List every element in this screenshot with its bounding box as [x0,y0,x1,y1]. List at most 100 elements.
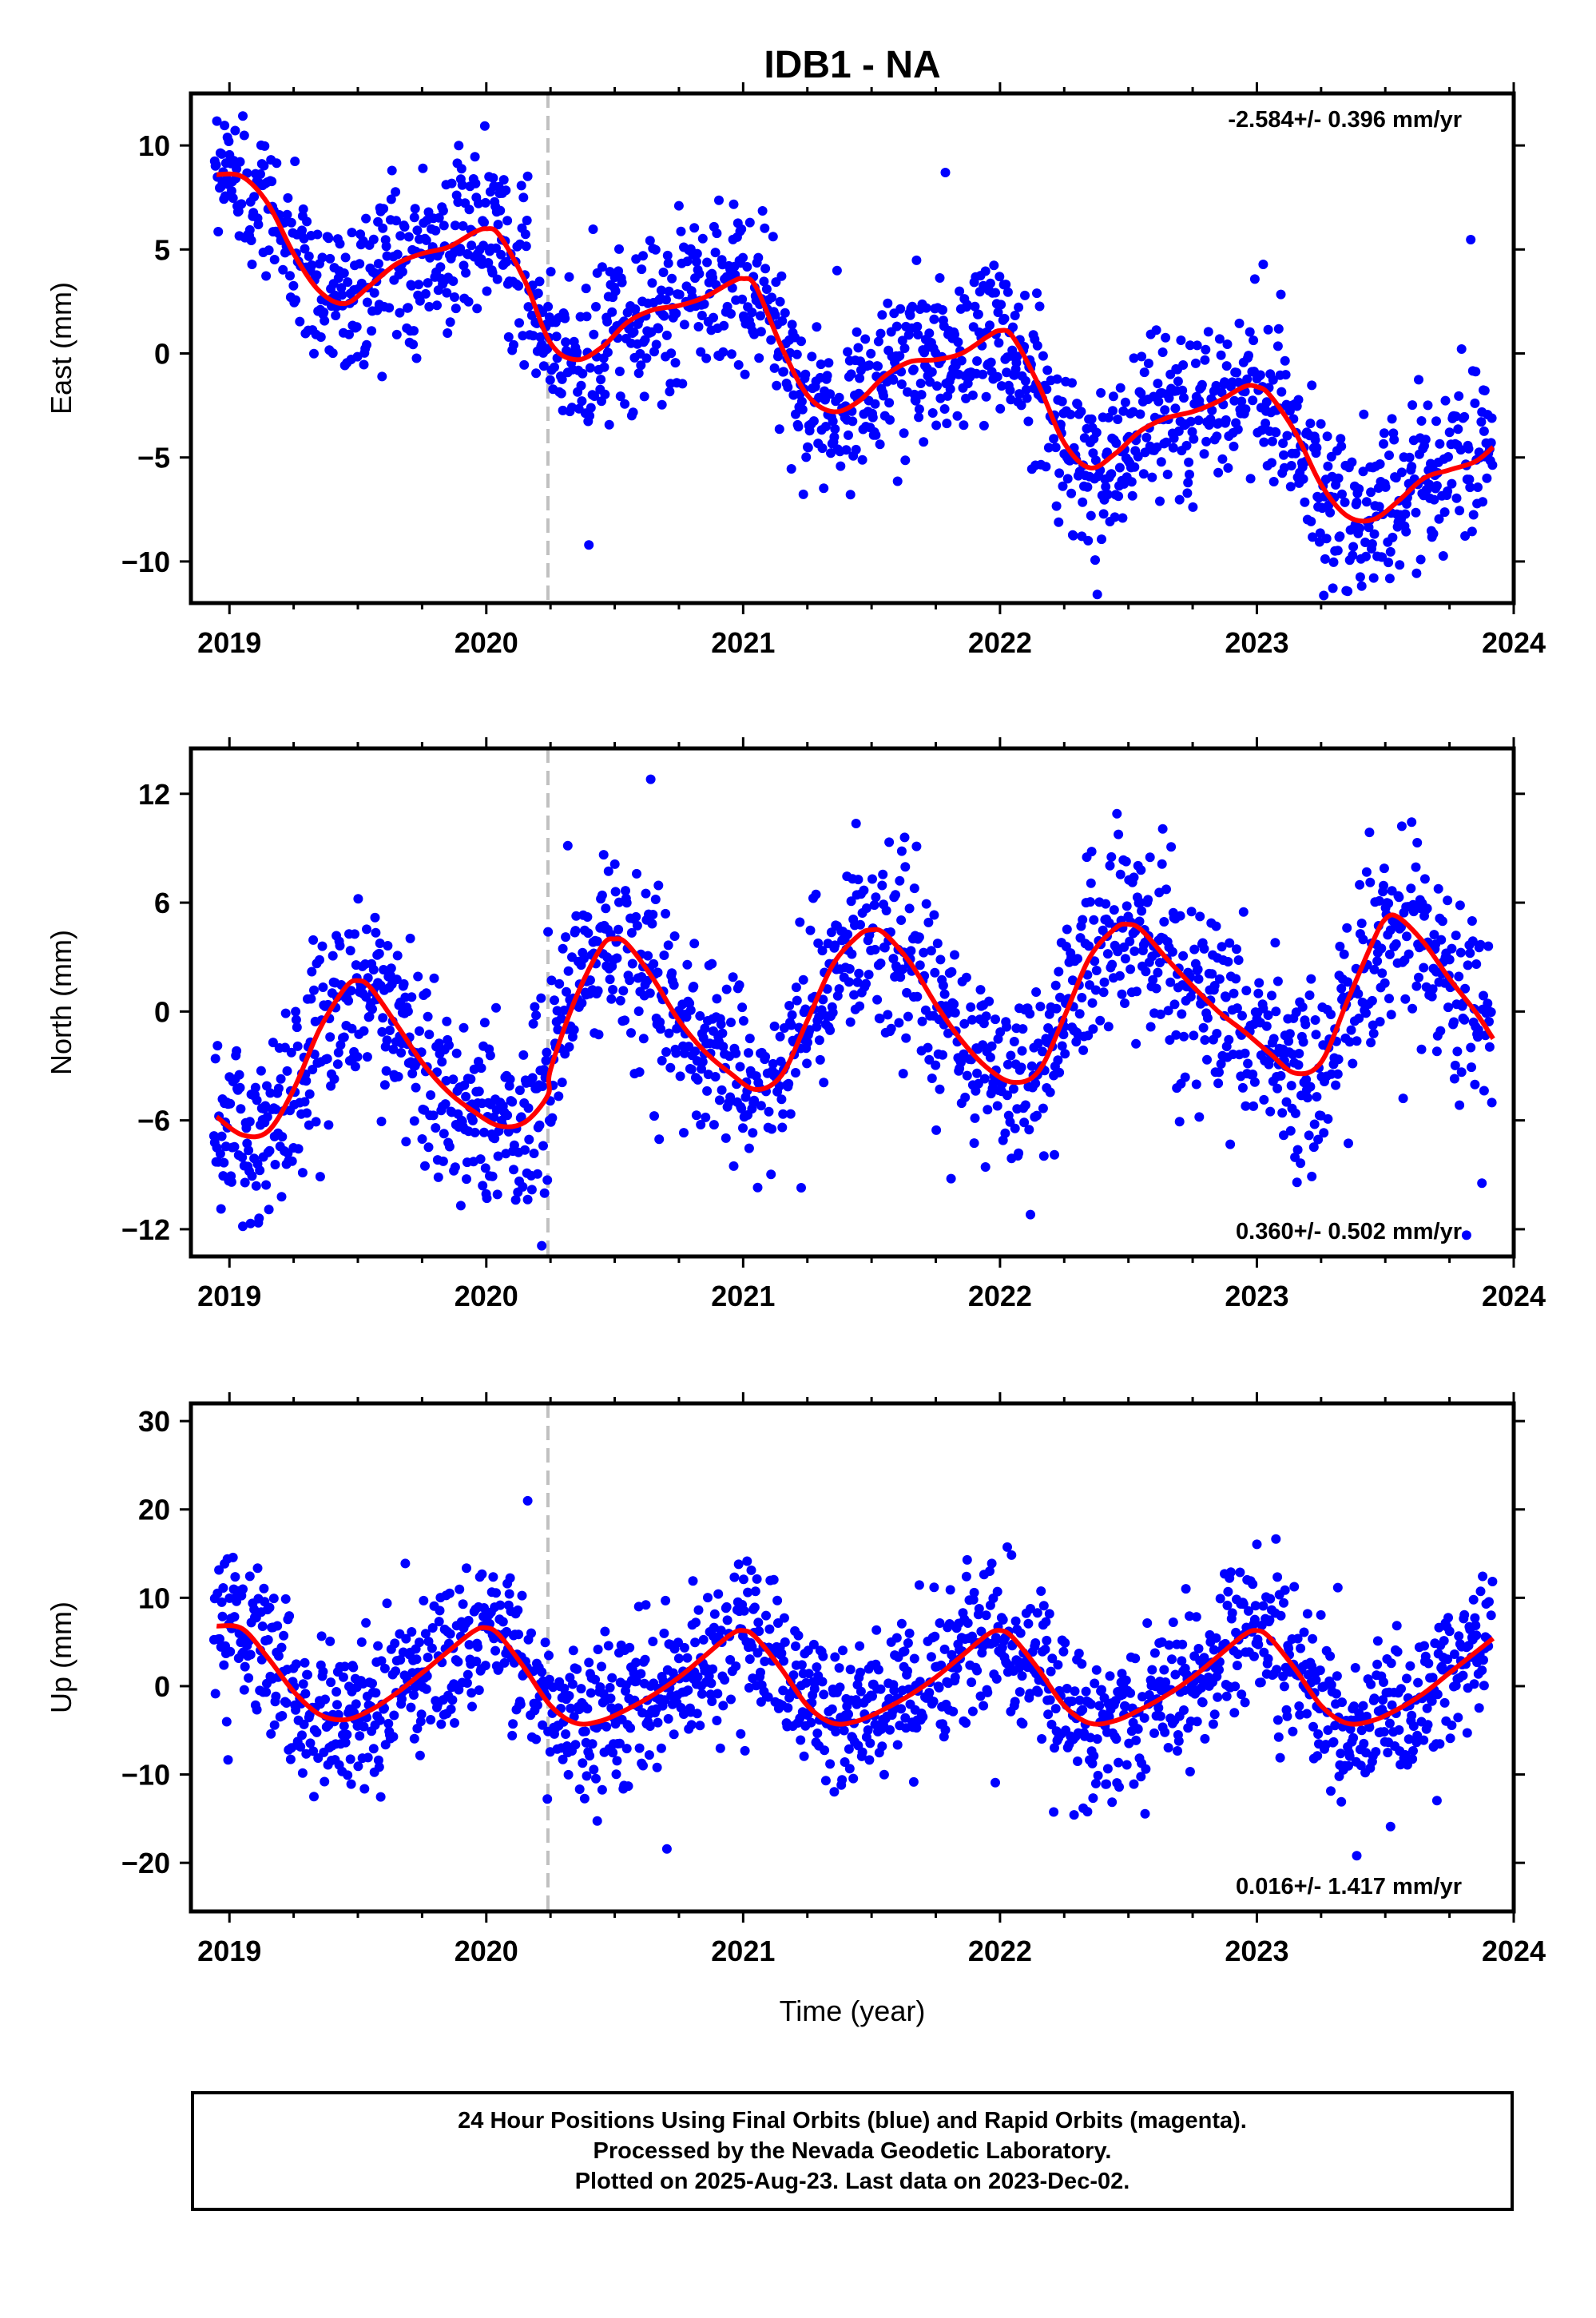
data-point [1476,417,1487,427]
data-point [1272,341,1283,351]
data-point [375,939,385,948]
data-point [1280,355,1290,366]
data-point [716,1625,726,1636]
data-point [669,1729,679,1740]
data-point [561,1729,571,1739]
data-point [665,1062,676,1073]
data-point [503,1126,514,1137]
data-point [342,1729,352,1740]
data-point [608,985,618,994]
data-point [632,920,642,931]
data-point [621,886,630,896]
data-point [439,1129,449,1139]
data-point [1280,1585,1290,1595]
data-point [877,310,887,320]
data-point [297,1730,307,1740]
data-point [234,1070,244,1080]
data-point [523,302,534,312]
data-point [1431,481,1442,491]
data-point [304,1089,315,1099]
data-point [614,244,624,254]
data-point [1208,1719,1218,1729]
data-point [996,381,1006,391]
data-point [787,320,797,330]
data-point [584,1657,594,1668]
data-point [750,1586,760,1597]
data-point [359,1026,369,1036]
data-point [663,258,673,268]
data-point [614,897,624,907]
data-point [1268,1034,1279,1044]
data-point [649,1111,659,1121]
data-point [857,454,867,465]
data-point [256,1654,267,1665]
data-point [1400,1750,1411,1760]
data-point [262,1081,272,1091]
data-point [442,288,452,298]
data-point [1263,1010,1273,1020]
data-point [1255,370,1265,380]
data-point [1171,1030,1181,1040]
data-point [436,1719,447,1729]
data-point [1147,472,1157,482]
data-point [1102,447,1112,458]
data-point [1185,470,1194,479]
data-point [631,1657,641,1668]
data-point [507,1730,518,1740]
data-point [1258,1601,1268,1611]
data-point [1038,1103,1048,1113]
data-point [807,351,817,362]
data-point [1332,546,1343,556]
data-point [1232,1003,1242,1014]
data-point [592,1816,602,1826]
data-point [286,217,296,228]
data-point [891,890,900,900]
data-point [1271,1534,1281,1544]
data-point [659,311,669,321]
data-point [1237,396,1247,407]
data-point [1422,1703,1432,1713]
data-point [935,1084,945,1094]
data-point [929,1582,939,1593]
data-point [1279,1598,1288,1608]
data-point [505,1074,515,1085]
data-point [1465,482,1475,493]
data-point [796,1183,806,1193]
data-point [434,212,444,223]
fit-line [216,1623,1495,1727]
data-point [1332,1671,1342,1681]
y-tick-label: 10 [138,129,170,162]
data-point [1017,1671,1027,1681]
data-point [355,259,365,269]
data-point [1415,554,1426,565]
data-point [1354,484,1364,494]
data-point [392,249,403,260]
data-point [1221,1691,1232,1701]
data-point [442,1016,452,1026]
data-point [972,1665,983,1676]
data-point [263,1635,273,1645]
data-point [1026,1209,1035,1220]
data-point [648,910,658,919]
data-point [856,1667,865,1677]
data-point [889,1685,899,1696]
data-point [561,337,571,347]
data-point [244,1145,254,1156]
data-point [915,960,925,970]
data-point [283,193,293,203]
data-point [914,412,924,423]
data-point [1137,351,1147,362]
data-point [967,390,978,400]
data-point [335,941,345,951]
data-point [462,1563,471,1574]
data-point [1179,1705,1189,1715]
data-point [434,1038,444,1049]
data-point [518,1181,528,1192]
data-point [479,121,490,131]
data-point [840,1757,850,1767]
data-point [261,271,272,281]
data-point [1157,859,1167,869]
data-point [1088,448,1098,458]
data-point [923,917,934,927]
data-point [744,217,755,228]
